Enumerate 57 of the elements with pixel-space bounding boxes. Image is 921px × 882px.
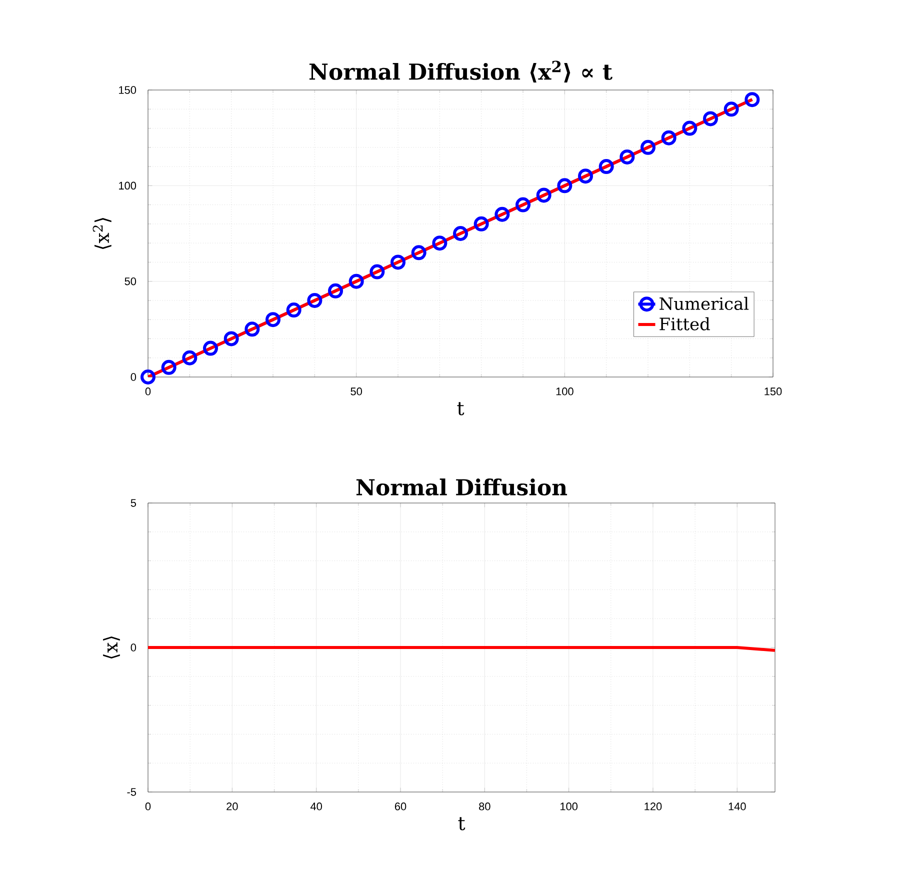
x-tick-label: 40	[310, 802, 322, 810]
point	[390, 254, 406, 270]
point	[620, 149, 635, 164]
x-axis-title: t	[458, 817, 466, 830]
x-tick-label: 150	[764, 388, 782, 396]
point	[516, 197, 531, 212]
x-tick-label: 0	[145, 388, 151, 396]
point	[328, 283, 344, 298]
y-tick-label: 150	[119, 86, 136, 94]
point	[724, 102, 739, 117]
x-tick-label: 100	[556, 388, 574, 396]
point	[370, 264, 385, 280]
point	[557, 178, 572, 194]
point	[494, 206, 510, 222]
y-tick-label: 0	[130, 373, 136, 381]
point	[224, 331, 239, 346]
point	[203, 340, 218, 356]
point	[286, 302, 302, 318]
x-tick-label: 20	[226, 802, 238, 810]
y-axis-title: ⟨x$^{2}$⟩	[92, 218, 112, 249]
point	[703, 111, 718, 126]
point	[266, 312, 281, 328]
point	[348, 274, 364, 289]
x-tick-label: 0	[145, 802, 151, 810]
x-axis-title: t	[457, 402, 464, 416]
legend-label: Numerical	[660, 296, 749, 310]
point	[536, 188, 552, 203]
x-tick-label: 50	[350, 388, 362, 396]
x-tick-label: 120	[644, 802, 662, 810]
chart-title: Normal Diffusion ⟨x$^{2}$⟩ ∝ t	[309, 60, 612, 83]
x-tick-label: 100	[560, 802, 578, 810]
y-tick-label: 0	[130, 644, 136, 652]
chart-title: Normal Diffusion	[356, 478, 568, 496]
point	[640, 140, 656, 155]
y-tick-label: 100	[119, 182, 136, 190]
point	[307, 292, 322, 308]
point	[140, 370, 156, 384]
point	[453, 226, 468, 241]
point	[682, 120, 698, 136]
point	[598, 159, 614, 174]
point	[411, 245, 426, 260]
y-tick-label: -5	[127, 788, 136, 796]
y-axis-title: ⟨x⟩	[103, 636, 120, 659]
y-tick-label: 5	[130, 499, 136, 507]
point	[661, 130, 676, 146]
x-tick-label: 140	[728, 802, 746, 810]
point	[244, 322, 260, 337]
point	[161, 360, 176, 375]
point	[182, 350, 198, 366]
point	[474, 216, 489, 232]
x-tick-label: 60	[394, 802, 406, 810]
y-tick-label: 50	[124, 277, 136, 286]
legend-label: Fitted	[660, 317, 710, 330]
point	[744, 92, 760, 108]
point	[578, 168, 594, 184]
x-tick-label: 80	[479, 802, 490, 810]
point	[432, 236, 448, 251]
